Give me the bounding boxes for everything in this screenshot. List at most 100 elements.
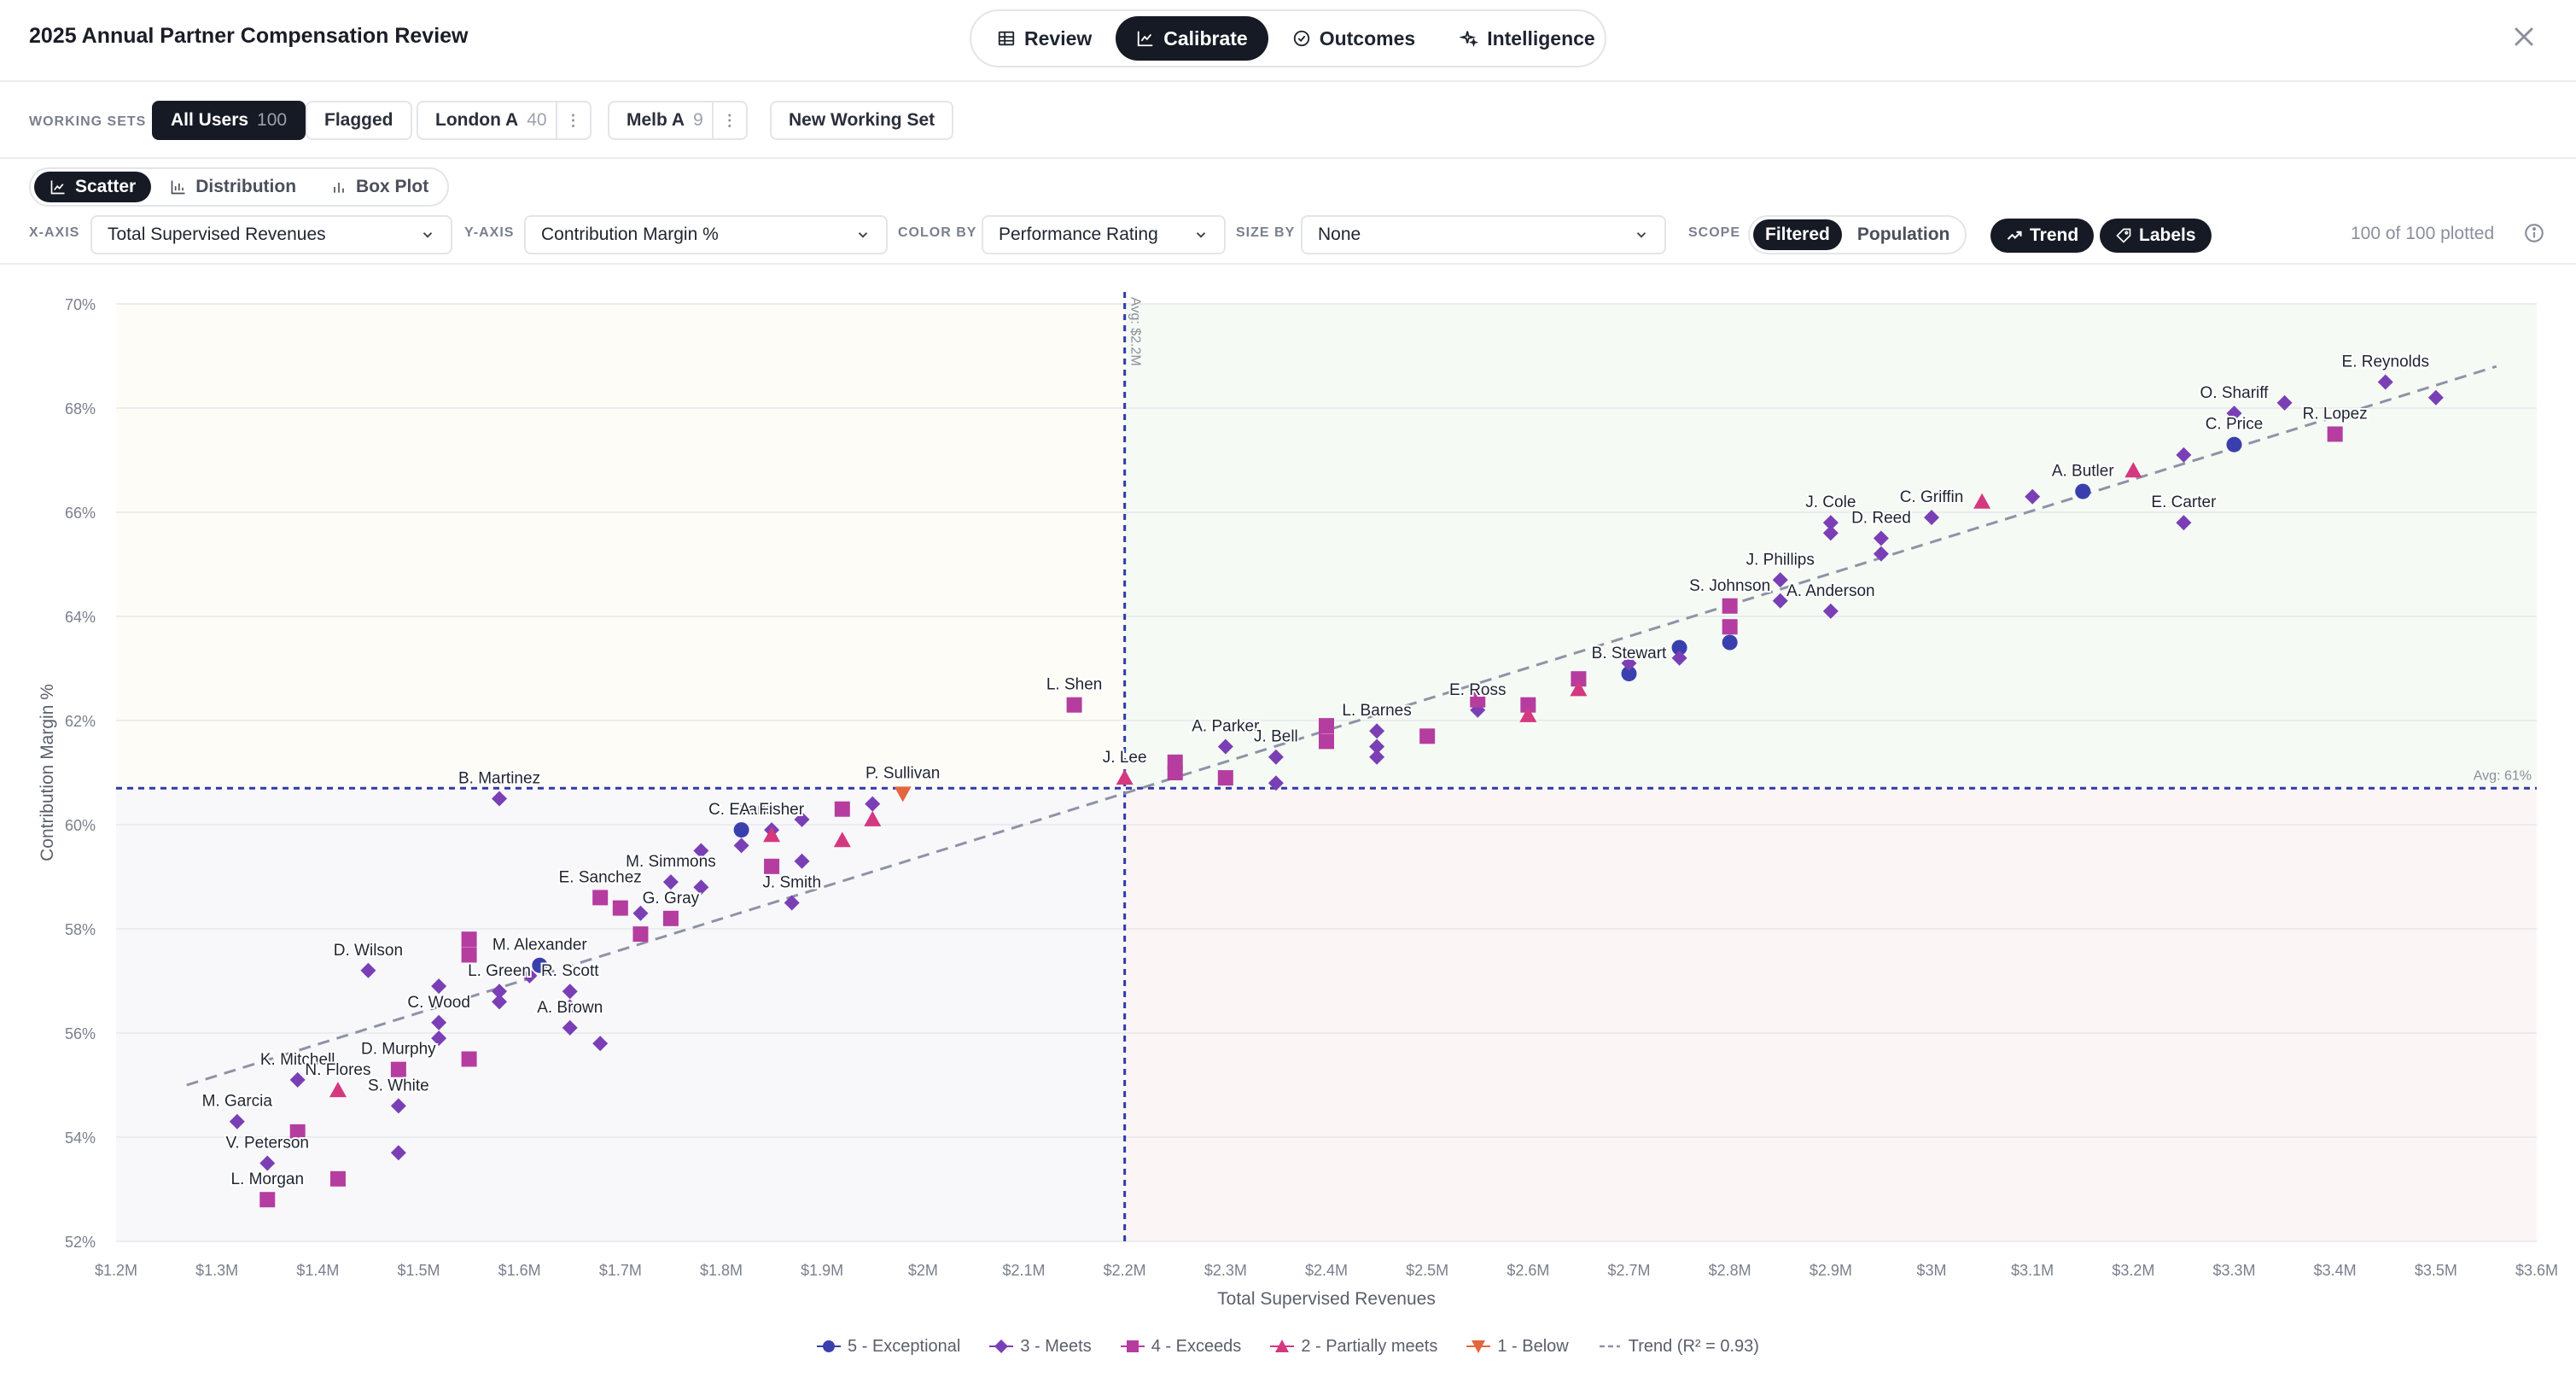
- data-point[interactable]: [229, 1113, 245, 1129]
- data-point[interactable]: [763, 826, 781, 843]
- trend-toggle[interactable]: Trend: [1990, 219, 2095, 253]
- data-point[interactable]: [1973, 493, 1991, 509]
- scope-population[interactable]: Population: [1856, 225, 1950, 244]
- data-point[interactable]: [764, 858, 780, 874]
- tab-intelligence[interactable]: Intelligence: [1439, 16, 1616, 61]
- tab-review[interactable]: Review: [976, 16, 1112, 61]
- data-point[interactable]: [632, 905, 649, 921]
- data-point[interactable]: [1822, 603, 1839, 619]
- data-point[interactable]: [390, 1145, 406, 1161]
- data-point[interactable]: [1217, 738, 1233, 755]
- working-set-melb-a[interactable]: Melb A 9 ⋮: [608, 101, 748, 140]
- legend-item-meets[interactable]: 3 - Meets: [989, 1337, 1092, 1357]
- data-point[interactable]: [794, 811, 810, 827]
- data-point[interactable]: [1520, 697, 1536, 713]
- data-point[interactable]: [1369, 723, 1385, 739]
- data-point[interactable]: [1419, 728, 1436, 744]
- legend-item-partially-meets[interactable]: 2 - Partially meets: [1270, 1337, 1437, 1357]
- data-point[interactable]: [592, 1036, 609, 1052]
- data-point[interactable]: [894, 786, 912, 803]
- data-point[interactable]: [492, 791, 508, 807]
- data-point[interactable]: [431, 1030, 447, 1047]
- legend-item-exceptional[interactable]: 5 - Exceptional: [817, 1337, 960, 1357]
- more-menu-icon[interactable]: ⋮: [555, 101, 590, 140]
- y-axis-select[interactable]: Contribution Margin %: [524, 215, 888, 254]
- data-point[interactable]: [1369, 749, 1385, 765]
- data-point[interactable]: [1822, 515, 1839, 531]
- data-point[interactable]: [562, 984, 578, 1000]
- view-tab-box-plot[interactable]: Box Plot: [315, 172, 444, 202]
- data-point[interactable]: [1722, 634, 1738, 651]
- data-point[interactable]: [2226, 406, 2242, 422]
- data-point[interactable]: [329, 1082, 347, 1098]
- data-point[interactable]: [632, 926, 649, 943]
- data-point[interactable]: [733, 838, 749, 854]
- data-point[interactable]: [1268, 775, 1284, 791]
- more-menu-icon[interactable]: ⋮: [711, 101, 746, 140]
- data-point[interactable]: [1268, 749, 1284, 765]
- data-point[interactable]: [1369, 738, 1385, 755]
- data-point[interactable]: [1570, 680, 1588, 697]
- data-point[interactable]: [562, 999, 578, 1015]
- data-point[interactable]: [864, 810, 882, 826]
- data-point[interactable]: [1167, 765, 1183, 780]
- data-point[interactable]: [289, 1124, 306, 1140]
- data-point[interactable]: [1822, 525, 1839, 541]
- working-set-flagged[interactable]: Flagged: [306, 101, 412, 140]
- data-point[interactable]: [461, 1051, 477, 1067]
- data-point[interactable]: [390, 1061, 406, 1077]
- data-point[interactable]: [1722, 598, 1738, 614]
- tab-calibrate[interactable]: Calibrate: [1116, 16, 1268, 61]
- data-point[interactable]: [289, 1071, 306, 1088]
- data-point[interactable]: [794, 853, 810, 869]
- data-point[interactable]: [461, 931, 477, 948]
- data-point[interactable]: [259, 1192, 276, 1208]
- data-point[interactable]: [1671, 639, 1687, 656]
- new-working-set-button[interactable]: New Working Set: [770, 101, 954, 140]
- data-point[interactable]: [2176, 515, 2192, 531]
- data-point[interactable]: [390, 1098, 406, 1114]
- data-point[interactable]: [1571, 671, 1587, 687]
- info-icon[interactable]: [2523, 222, 2545, 244]
- data-point[interactable]: [834, 801, 850, 817]
- data-point[interactable]: [1873, 530, 1889, 546]
- view-tab-scatter[interactable]: Scatter: [34, 172, 152, 202]
- legend-item-exceeds[interactable]: 4 - Exceeds: [1120, 1337, 1241, 1357]
- data-point[interactable]: [1319, 718, 1334, 734]
- data-point[interactable]: [1621, 655, 1637, 671]
- data-point[interactable]: [431, 1014, 447, 1030]
- scope-filtered[interactable]: Filtered: [1753, 219, 1842, 250]
- data-point[interactable]: [2075, 483, 2091, 499]
- data-point[interactable]: [833, 832, 851, 848]
- data-point[interactable]: [612, 900, 628, 916]
- data-point[interactable]: [2025, 488, 2041, 505]
- data-point[interactable]: [2327, 426, 2343, 442]
- data-point[interactable]: [1519, 706, 1537, 722]
- data-point[interactable]: [2176, 447, 2192, 463]
- data-point[interactable]: [1066, 697, 1082, 713]
- data-point[interactable]: [1621, 666, 1637, 682]
- close-icon[interactable]: [2509, 22, 2538, 51]
- data-point[interactable]: [532, 957, 548, 973]
- data-point[interactable]: [733, 822, 749, 838]
- data-point[interactable]: [2377, 374, 2393, 390]
- data-point[interactable]: [693, 843, 709, 859]
- data-point[interactable]: [1722, 619, 1738, 635]
- data-point[interactable]: [1116, 769, 1134, 785]
- data-point[interactable]: [1772, 592, 1788, 609]
- data-point[interactable]: [522, 967, 538, 984]
- working-set-all-users[interactable]: All Users 100: [152, 101, 306, 140]
- working-set-london-a[interactable]: London A 40 ⋮: [417, 101, 592, 140]
- view-tab-distribution[interactable]: Distribution: [154, 172, 312, 202]
- data-point[interactable]: [562, 1019, 578, 1036]
- data-point[interactable]: [865, 796, 881, 812]
- data-point[interactable]: [2276, 394, 2293, 411]
- data-point[interactable]: [259, 1155, 276, 1171]
- data-point[interactable]: [431, 978, 447, 995]
- data-point[interactable]: [2427, 389, 2444, 406]
- data-point[interactable]: [360, 962, 376, 978]
- data-point[interactable]: [784, 895, 800, 911]
- data-point[interactable]: [1772, 572, 1788, 588]
- data-point[interactable]: [329, 1170, 346, 1187]
- size-by-select[interactable]: None: [1301, 215, 1666, 254]
